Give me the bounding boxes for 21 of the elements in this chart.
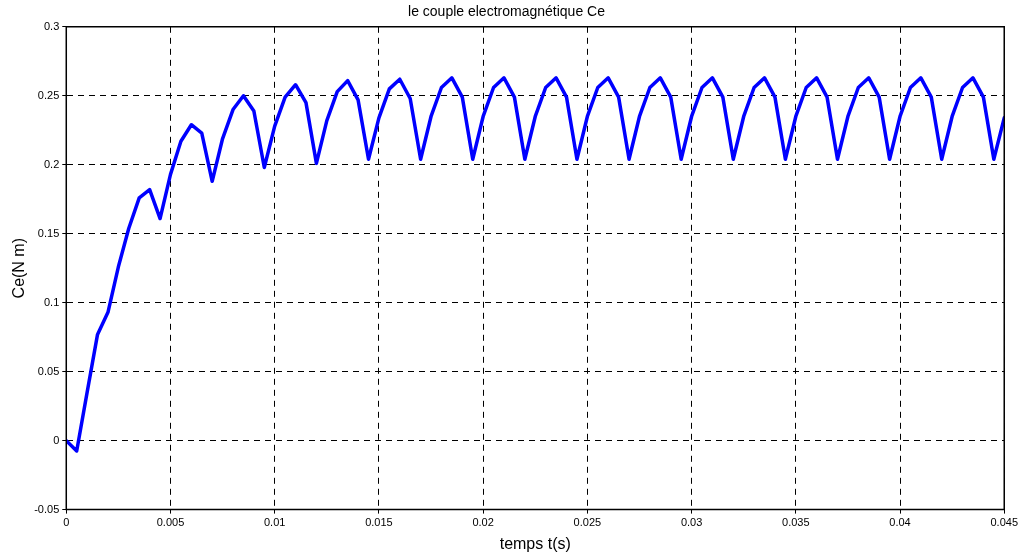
- y-tick-label: 0.2: [43, 157, 60, 170]
- y-tick-label: 0: [53, 433, 60, 446]
- y-tick-label: 0.15: [37, 226, 60, 239]
- x-axis-title: temps t(s): [499, 534, 571, 552]
- y-tick-label: 0.05: [37, 364, 60, 377]
- x-tick-label: 0.045: [990, 516, 1018, 529]
- x-tick-label: 0.01: [264, 516, 286, 529]
- y-tick-label: 0.1: [43, 295, 60, 308]
- y-axis-title: Ce(N m): [10, 237, 28, 299]
- x-tick-label: 0.005: [156, 516, 185, 529]
- x-tick-label: 0.025: [573, 516, 602, 529]
- x-tick-label: 0.04: [889, 516, 911, 529]
- y-tick-label: -0.05: [34, 502, 60, 515]
- x-tick-label: 0.015: [365, 516, 393, 529]
- x-tick-label: 0.02: [472, 516, 494, 529]
- chart-title: le couple electromagnétique Ce: [408, 3, 606, 20]
- x-tick-label: 0.03: [680, 516, 703, 529]
- y-tick-label: 0.3: [43, 19, 60, 32]
- y-tick-label: 0.25: [37, 88, 60, 101]
- x-tick-label: 0.035: [782, 516, 810, 529]
- x-tick-label: 0: [63, 516, 70, 529]
